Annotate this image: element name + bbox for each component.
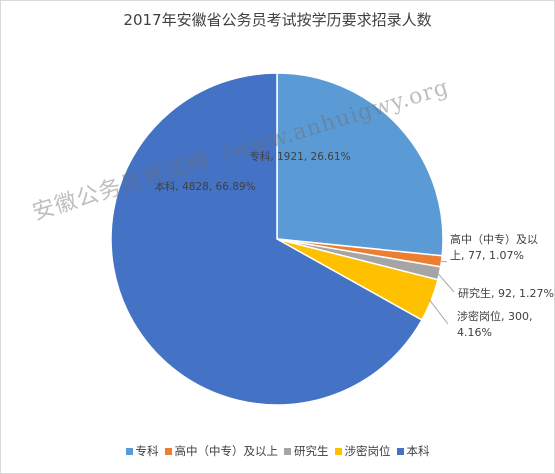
legend-label-3: 研究生: [294, 444, 329, 458]
legend-item-4: 涉密岗位: [334, 443, 391, 459]
leader-line-2: [439, 260, 448, 263]
data-label-4-line-1: 涉密岗位, 300,: [457, 309, 533, 323]
legend-label-4: 涉密岗位: [344, 444, 391, 458]
legend-swatch-2: [164, 448, 172, 455]
data-label-3-line-1: 研究生, 92, 1.27%: [458, 286, 554, 300]
legend-swatch-1: [125, 448, 133, 455]
leader-line-4: [428, 299, 449, 325]
legend-swatch-4: [334, 448, 342, 455]
legend: 专科 高中（中专）及以上 研究生 涉密岗位 本科: [0, 443, 555, 459]
legend-item-5: 本科: [396, 443, 430, 459]
leader-line-3: [437, 272, 455, 293]
legend-item-2: 高中（中专）及以上: [164, 443, 279, 459]
data-label-4-line-2: 4.16%: [457, 326, 492, 339]
pie-slice-5: [110, 72, 423, 406]
legend-item-1: 专科: [125, 443, 159, 459]
legend-item-3: 研究生: [284, 443, 329, 459]
legend-swatch-5: [396, 448, 404, 455]
data-label-5-line-1: 本科, 4828, 66.89%: [154, 180, 255, 193]
legend-label-2: 高中（中专）及以上: [174, 444, 279, 458]
chart-title: 2017年安徽省公务员考试按学历要求招录人数: [123, 11, 432, 29]
data-label-2-line-2: 上, 77, 1.07%: [450, 249, 524, 262]
legend-swatch-3: [284, 448, 291, 455]
data-label-1-line-1: 专科, 1921, 26.61%: [249, 150, 350, 163]
legend-label-1: 专科: [135, 444, 159, 458]
data-label-2-line-1: 高中（中专）及以: [450, 232, 538, 246]
legend-label-5: 本科: [406, 444, 430, 458]
pie-slice-1: [276, 72, 444, 257]
